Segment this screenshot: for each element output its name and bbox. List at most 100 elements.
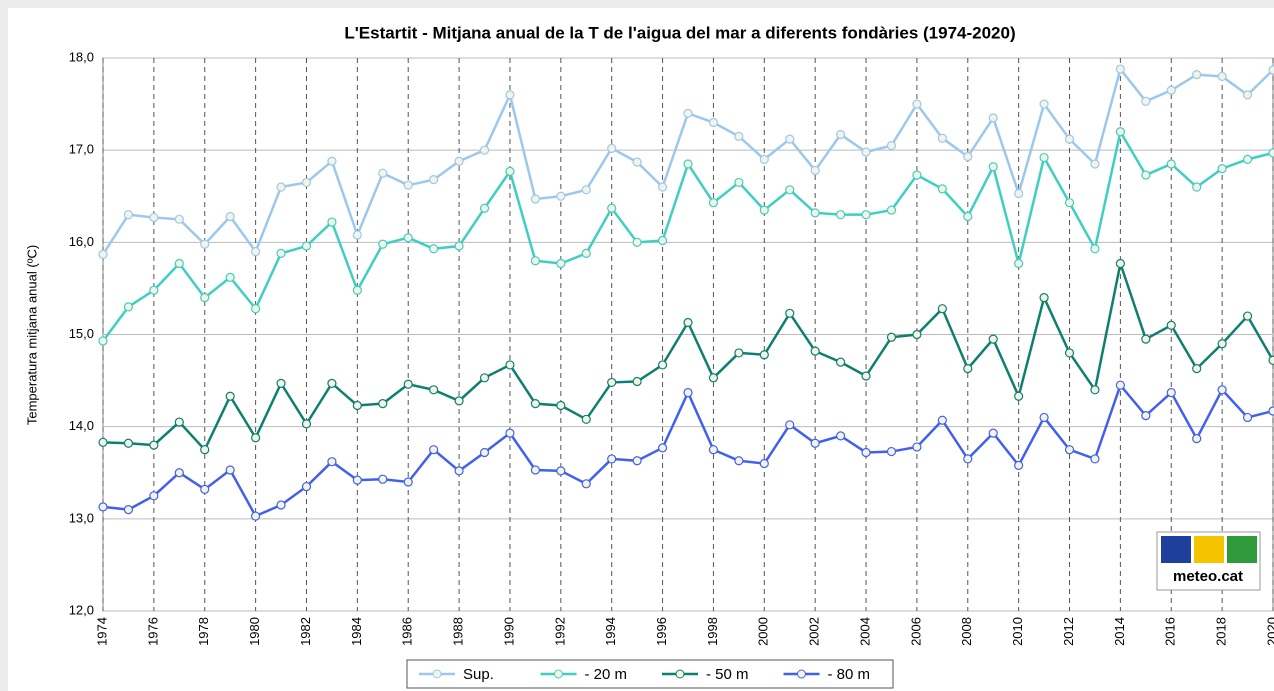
- data-point: [632, 237, 642, 247]
- data-point: [1039, 152, 1049, 163]
- data-point: [98, 249, 108, 259]
- data-point: [1090, 454, 1100, 464]
- data-point: [937, 184, 947, 194]
- y-tick-label: 18,0: [69, 49, 94, 64]
- data-point: [1166, 159, 1176, 169]
- y-tick-label: 13,0: [69, 510, 94, 525]
- x-tick-label: 2018: [1214, 617, 1229, 646]
- data-point: [1242, 412, 1253, 423]
- data-point: [988, 334, 998, 344]
- data-point: [403, 233, 413, 243]
- data-point: [937, 133, 947, 143]
- x-tick-label: 2006: [908, 617, 923, 646]
- data-point: [937, 415, 947, 425]
- data-point: [861, 147, 871, 157]
- data-point: [1141, 334, 1151, 344]
- data-point: [454, 466, 464, 476]
- data-point: [683, 387, 693, 398]
- x-tick-label: 2004: [857, 617, 872, 646]
- data-point: [1217, 71, 1227, 82]
- data-point: [301, 177, 312, 188]
- data-point: [225, 211, 235, 222]
- legend-marker: [554, 669, 563, 679]
- data-point: [861, 447, 871, 458]
- data-point: [759, 154, 769, 164]
- data-point: [963, 454, 973, 464]
- data-point: [530, 194, 540, 204]
- data-point: [429, 445, 439, 455]
- data-point: [988, 113, 998, 123]
- data-point: [149, 491, 159, 501]
- data-point: [734, 177, 744, 188]
- data-point: [708, 117, 719, 128]
- data-point: [1014, 258, 1024, 269]
- y-tick-label: 16,0: [69, 234, 94, 249]
- data-point: [251, 433, 261, 443]
- data-point: [505, 90, 515, 100]
- data-point: [912, 99, 922, 109]
- data-point: [454, 156, 464, 166]
- data-point: [912, 329, 922, 340]
- data-point: [327, 457, 337, 467]
- legend-label: - 20 m: [585, 666, 628, 683]
- data-point: [734, 131, 744, 141]
- data-point: [327, 217, 337, 227]
- data-point: [912, 442, 922, 452]
- data-point: [1192, 434, 1202, 444]
- legend-marker: [797, 669, 806, 679]
- x-tick-label: 2008: [959, 617, 974, 646]
- data-point: [785, 134, 795, 144]
- data-point: [276, 500, 286, 510]
- x-tick-label: 1990: [501, 617, 516, 646]
- data-point: [301, 481, 312, 492]
- x-tick-label: 1980: [247, 617, 262, 646]
- data-point: [607, 203, 617, 213]
- data-point: [1242, 90, 1253, 100]
- data-point: [988, 428, 998, 438]
- data-point: [98, 502, 108, 512]
- x-tick-label: 1976: [145, 617, 160, 646]
- data-point: [1064, 445, 1075, 455]
- data-point: [174, 417, 184, 427]
- data-point: [123, 210, 134, 220]
- data-point: [530, 399, 540, 409]
- x-tick-label: 1992: [552, 617, 567, 646]
- data-point: [759, 350, 769, 360]
- data-point: [708, 373, 719, 383]
- data-point: [581, 414, 591, 424]
- data-point: [836, 357, 846, 367]
- x-tick-label: 1994: [603, 617, 618, 646]
- data-point: [225, 391, 235, 401]
- data-point: [403, 379, 413, 389]
- data-point: [657, 235, 668, 246]
- data-point: [734, 348, 744, 358]
- data-point: [886, 205, 897, 215]
- data-point: [479, 203, 490, 213]
- data-point: [683, 317, 693, 328]
- data-point: [1268, 406, 1274, 416]
- data-point: [1064, 198, 1075, 208]
- y-tick-label: 17,0: [69, 142, 94, 157]
- data-point: [429, 175, 439, 185]
- data-point: [352, 475, 362, 485]
- legend-marker: [675, 669, 685, 679]
- data-point: [149, 285, 159, 295]
- data-point: [581, 185, 591, 195]
- data-point: [556, 191, 566, 201]
- data-point: [1217, 164, 1227, 174]
- data-point: [734, 456, 744, 466]
- y-tick-label: 12,0: [69, 602, 94, 617]
- data-point: [479, 373, 490, 383]
- data-point: [200, 445, 210, 455]
- data-point: [785, 185, 795, 195]
- data-point: [785, 308, 795, 318]
- data-point: [683, 159, 693, 169]
- data-point: [123, 438, 134, 448]
- data-point: [276, 378, 286, 388]
- data-point: [301, 419, 312, 429]
- data-point: [327, 378, 337, 388]
- data-point: [607, 377, 617, 388]
- data-point: [657, 182, 668, 192]
- data-point: [657, 360, 668, 370]
- y-tick-label: 14,0: [69, 418, 94, 433]
